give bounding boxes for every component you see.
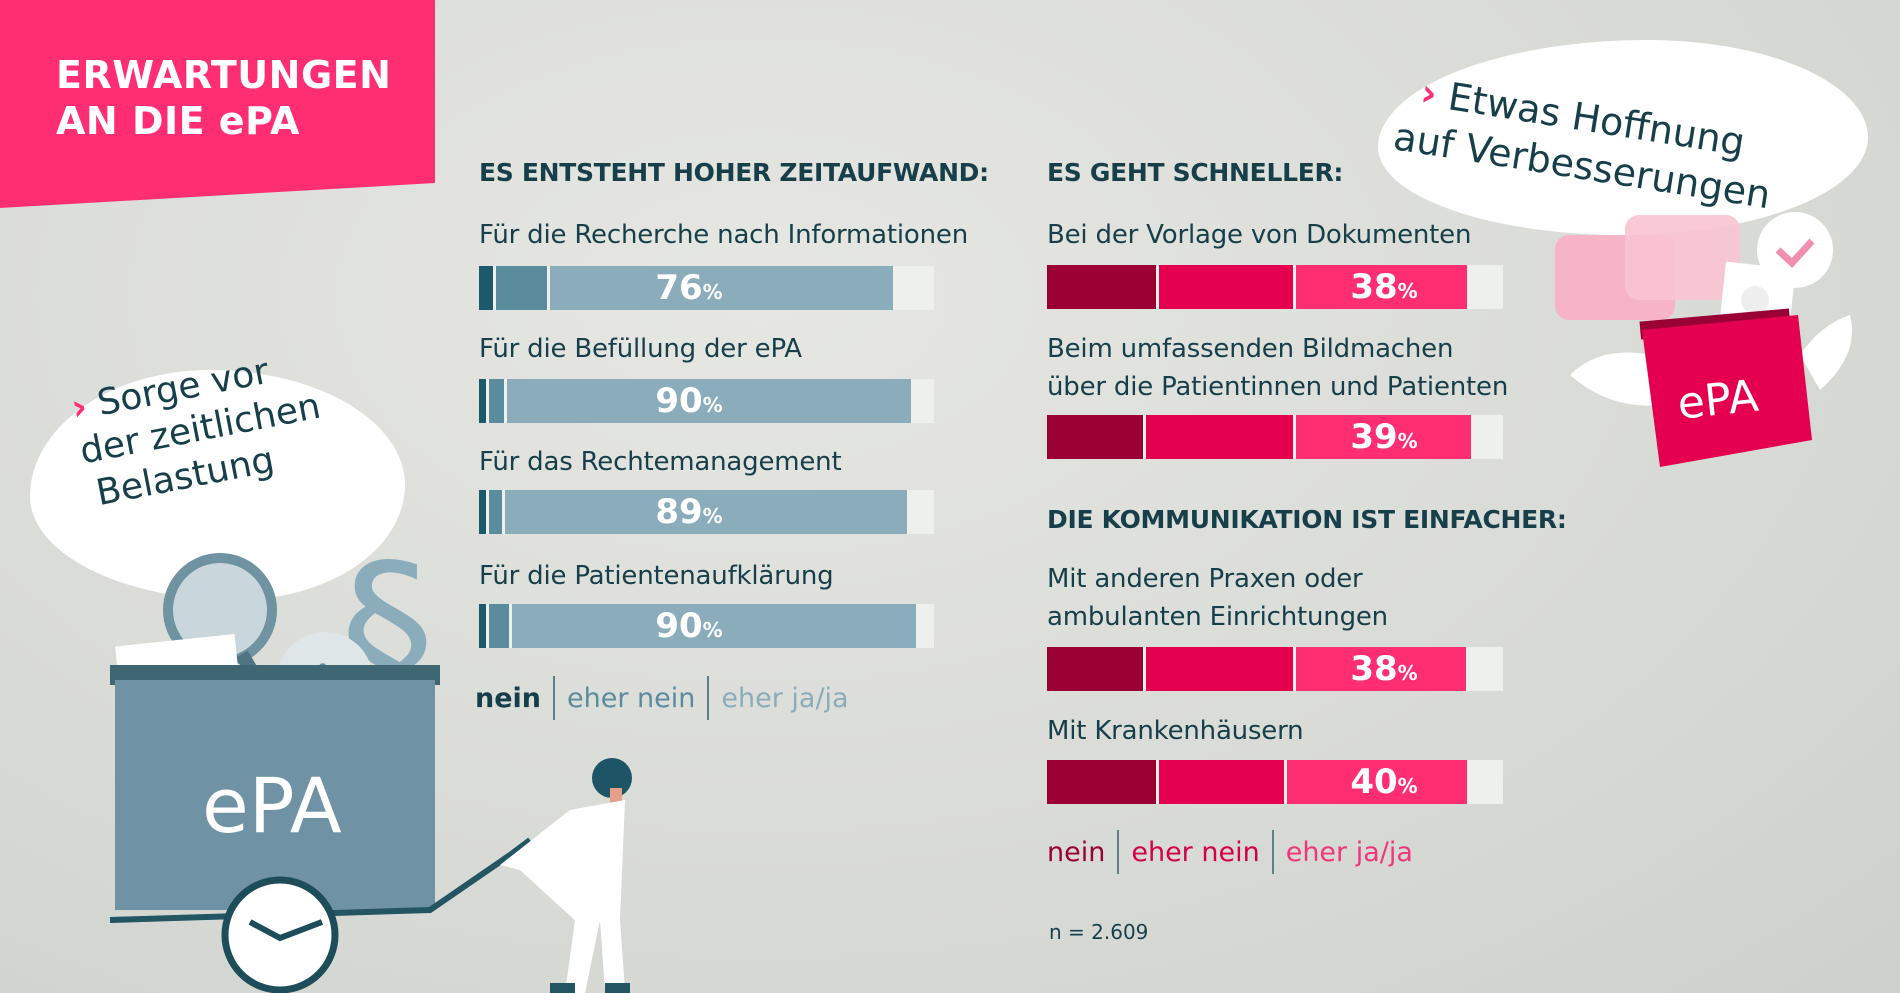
left-item-label-2: Für die Befüllung der ePA <box>479 334 802 364</box>
bar-seg-eher-ja <box>504 379 912 423</box>
bar-seg-eher-nein <box>1142 647 1294 691</box>
bar-seg-eher-ja <box>1284 760 1467 804</box>
label-line: Mit Krankenhäusern <box>1047 716 1304 746</box>
chevron-right-icon: › <box>1417 69 1441 116</box>
bar-seg-nein <box>479 490 486 534</box>
bar-seg-eher-nein <box>1142 415 1294 459</box>
sample-size: n = 2.609 <box>1049 920 1149 944</box>
legend-eher-nein: eher nein <box>1131 836 1260 868</box>
bar-seg-nein <box>1047 415 1143 459</box>
legend-divider <box>1271 830 1274 874</box>
left-section-heading: ES ENTSTEHT HOHER ZEITAUFWAND: <box>479 158 989 187</box>
left-bar-3: 89% <box>479 490 934 534</box>
bar-seg-eher-nein <box>1156 265 1294 309</box>
legend-eher-ja: eher ja/ja <box>1285 836 1413 868</box>
legend-eher-nein: eher nein <box>567 682 696 714</box>
bar-seg-eher-ja <box>1293 647 1467 691</box>
label-line: Mit anderen Praxen oder <box>1047 564 1363 594</box>
folder-label: ePA <box>202 761 342 850</box>
bar-seg-rest <box>1471 415 1503 459</box>
folder-label: ePA <box>1675 371 1761 430</box>
left-item-label-1: Für die Recherche nach Informationen <box>479 220 968 250</box>
bar-seg-nein <box>479 604 486 648</box>
left-bar-1: 76% <box>479 266 934 310</box>
right-item-label-4: Mit Krankenhäusern <box>1047 712 1304 750</box>
bar-seg-eher-ja <box>1293 415 1472 459</box>
bar-seg-rest <box>911 379 934 423</box>
title-banner: ERWARTUNGEN AN DIE ePA <box>0 0 435 208</box>
bar-seg-rest <box>1466 760 1503 804</box>
left-item-label-3: Für das Rechtemanagement <box>479 447 842 477</box>
right-bar-3: 38% <box>1047 647 1503 691</box>
legend-nein: nein <box>475 682 542 714</box>
bar-seg-eher-ja <box>501 490 907 534</box>
left-legend: nein eher nein eher ja/ja <box>475 676 849 720</box>
bar-seg-eher-ja <box>1293 265 1467 309</box>
bar-seg-rest <box>906 490 934 534</box>
bar-seg-rest <box>1466 647 1503 691</box>
epa-folder-pink-illustration: ePA <box>1555 212 1852 467</box>
bar-seg-eher-ja <box>547 266 894 310</box>
doctor-figure <box>500 758 632 993</box>
right-bar-1: 38% <box>1047 265 1503 309</box>
right-bar-4: 40% <box>1047 760 1503 804</box>
legend-divider <box>707 676 710 720</box>
wings <box>1570 315 1852 406</box>
speech-bubble-icon <box>1555 215 1740 320</box>
speech-bubble-right <box>1378 40 1868 235</box>
title-line-1: ERWARTUNGEN <box>56 53 392 97</box>
right-bar-2: 39% <box>1047 415 1503 459</box>
bar-seg-nein <box>1047 760 1157 804</box>
bar-seg-rest <box>915 604 934 648</box>
bar-seg-eher-nein <box>1156 760 1285 804</box>
page-title: ERWARTUNGEN AN DIE ePA <box>56 52 391 144</box>
right-section-heading-2: DIE KOMMUNIKATION IST EINFACHER: <box>1047 505 1567 534</box>
bar-seg-rest <box>1466 265 1503 309</box>
bar-seg-eher-ja <box>508 604 916 648</box>
legend-eher-ja: eher ja/ja <box>721 682 849 714</box>
bar-seg-nein <box>1047 265 1157 309</box>
legend-divider <box>1117 830 1120 874</box>
bar-seg-nein <box>1047 647 1143 691</box>
right-item-label-3: Mit anderen Praxen oder ambulanten Einri… <box>1047 560 1388 636</box>
label-line: Beim umfassenden Bildmachen <box>1047 334 1454 364</box>
right-section-heading-1: ES GEHT SCHNELLER: <box>1047 158 1344 187</box>
right-legend: nein eher nein eher ja/ja <box>1047 830 1413 874</box>
left-item-label-4: Für die Patientenaufklärung <box>479 561 834 591</box>
legend-nein: nein <box>1047 836 1106 868</box>
bar-seg-nein <box>479 266 493 310</box>
epa-cart-illustration: § i ePA <box>109 540 532 993</box>
bar-seg-eher-nein <box>485 490 502 534</box>
bar-seg-rest <box>893 266 934 310</box>
bar-seg-eher-nein <box>485 379 504 423</box>
label-line: ambulanten Einrichtungen <box>1047 602 1388 632</box>
bar-seg-nein <box>479 379 486 423</box>
bar-seg-eher-nein <box>492 266 548 310</box>
bar-seg-eher-nein <box>485 604 509 648</box>
title-line-2: AN DIE ePA <box>56 99 300 143</box>
right-item-label-1: Bei der Vorlage von Dokumenten <box>1047 216 1471 254</box>
label-line: Bei der Vorlage von Dokumenten <box>1047 220 1472 250</box>
label-line: über die Patientinnen und Patienten <box>1047 372 1509 402</box>
clock-icon <box>221 876 339 993</box>
right-item-label-2: Beim umfassenden Bildmachen über die Pat… <box>1047 330 1508 406</box>
left-bar-4: 90% <box>479 604 934 648</box>
legend-divider <box>553 676 556 720</box>
left-bar-2: 90% <box>479 379 934 423</box>
